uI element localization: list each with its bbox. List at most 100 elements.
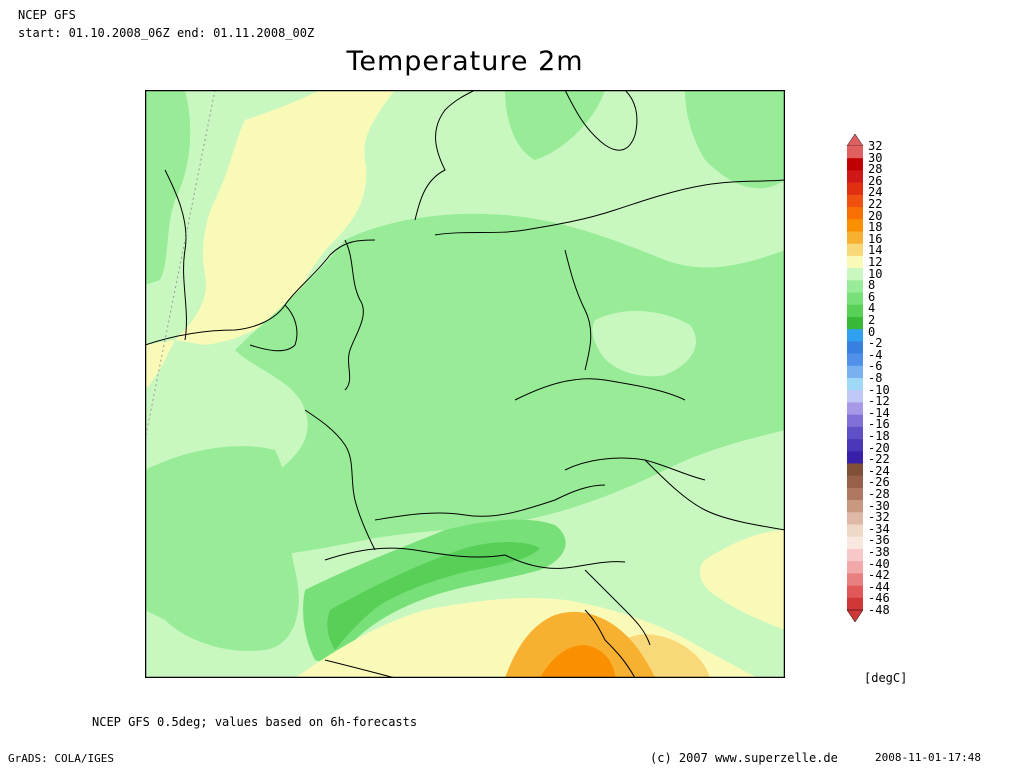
colorbar-swatch [847, 475, 863, 489]
field-ne2-green [685, 90, 785, 189]
software-credit: GrADS: COLA/IGES [8, 752, 114, 765]
colorbar-label: 28 [868, 162, 883, 177]
coastline-denmark [414, 90, 476, 221]
colorbar-label: -26 [868, 475, 890, 490]
colorbar-swatch [847, 500, 863, 513]
field-adriatic-dark-orange [540, 645, 615, 678]
colorbar-units: [degC] [864, 671, 908, 685]
border-hungary [644, 459, 785, 531]
colorbar-label: -14 [868, 405, 890, 420]
coastline-ligurian [324, 659, 396, 678]
colorbar-label: -24 [868, 463, 890, 478]
colorbar-swatch [847, 182, 863, 196]
colorbar-swatch [847, 353, 863, 367]
coastline-netherlands [249, 304, 298, 352]
coastline-uk-east [164, 169, 187, 341]
colorbar-swatch [847, 451, 863, 464]
colorbar-swatch [847, 524, 863, 538]
colorbar-swatch [847, 512, 863, 525]
colorbar-swatch [847, 280, 863, 293]
field-central-green [218, 213, 785, 557]
colorbar-swatch [847, 341, 863, 354]
colorbar-bottom-arrow [846, 609, 864, 623]
colorbar-label: -36 [868, 533, 890, 548]
colorbar-label: -6 [868, 359, 883, 374]
model-name: NCEP GFS [18, 8, 76, 22]
field-east-warm [699, 530, 785, 630]
field-alps-dark [327, 542, 540, 650]
colorbar-label: 2 [868, 313, 876, 327]
colorbar-swatch [847, 194, 863, 208]
map-title: Temperature 2m [346, 46, 584, 77]
colorbar-label: -28 [868, 487, 890, 501]
colorbar-label: -32 [868, 510, 890, 525]
colorbar-swatch [847, 219, 863, 232]
border-fr-de [304, 409, 376, 551]
colorbar-swatch [847, 439, 863, 452]
colorbar-swatch [847, 414, 863, 428]
colorbar-label: -44 [868, 579, 890, 594]
colorbar-swatch [847, 548, 863, 562]
field-light-patch-e [592, 310, 696, 377]
colorbar-label: -20 [868, 440, 890, 455]
colorbar-label: 6 [868, 289, 876, 304]
colorbar-swatch [847, 536, 863, 550]
colorbar-swatch [847, 463, 863, 476]
coastline-sweden [564, 90, 638, 151]
colorbar-label: 30 [868, 150, 883, 165]
colorbar-swatch [847, 231, 863, 244]
colorbar-label: -48 [868, 603, 890, 617]
colorbar-label: 32 [868, 139, 883, 153]
border-de-nl [344, 239, 364, 391]
colorbar-swatch [847, 158, 863, 171]
colorbar-label: -30 [868, 498, 890, 513]
colorbar-swatch [847, 316, 863, 330]
colorbar-swatch [847, 573, 863, 586]
temperature-map [145, 90, 785, 678]
colorbar-label: 26 [868, 173, 883, 188]
colorbar-swatch [847, 597, 863, 611]
field-adriatic-orange [505, 611, 655, 678]
field-nw-green [145, 90, 191, 285]
colorbar-swatch [847, 487, 863, 501]
colorbar-label: -38 [868, 545, 890, 559]
colorbar-swatch [847, 268, 863, 281]
colorbar-swatch [847, 146, 863, 159]
colorbar-label: -18 [868, 429, 890, 443]
colorbar [846, 133, 864, 623]
colorbar-label: -40 [868, 556, 890, 571]
colorbar-label: 14 [868, 243, 883, 258]
colorbar-swatch [847, 207, 863, 220]
border-de-at [374, 484, 606, 521]
timestamp: 2008-11-01-17:48 [875, 751, 981, 764]
colorbar-swatch [847, 585, 863, 599]
border-slovenia [584, 569, 651, 646]
colorbar-label: 18 [868, 220, 883, 235]
colorbar-swatch [847, 426, 863, 440]
border-ch-it [324, 547, 506, 561]
field-ne-green [505, 90, 605, 160]
colorbar-swatch [847, 365, 863, 379]
colorbar-label: -8 [868, 371, 883, 385]
colorbar-top-arrow [846, 133, 864, 147]
coastline-baltic [434, 179, 785, 236]
map-frame [145, 90, 785, 678]
colorbar-label: -34 [868, 521, 890, 536]
colorbar-swatch [847, 378, 863, 391]
colorbar-swatch [847, 292, 863, 306]
border-cz-at [564, 457, 706, 481]
colorbar-label: 10 [868, 266, 883, 281]
colorbar-swatch [847, 402, 863, 415]
colorbar-label: 16 [868, 231, 883, 246]
field-north-sea-warm [175, 90, 395, 345]
colorbar-label: -12 [868, 394, 890, 409]
colorbar-label: 4 [868, 301, 876, 316]
colorbar-swatch [847, 243, 863, 257]
colorbar-swatch [847, 255, 863, 269]
border-de-pl [564, 249, 592, 371]
border-de-cz [514, 378, 686, 401]
colorbar-swatch [847, 329, 863, 342]
colorbar-label: 20 [868, 208, 883, 223]
coastline-adriatic [584, 609, 636, 678]
field-sw-green [145, 446, 299, 651]
